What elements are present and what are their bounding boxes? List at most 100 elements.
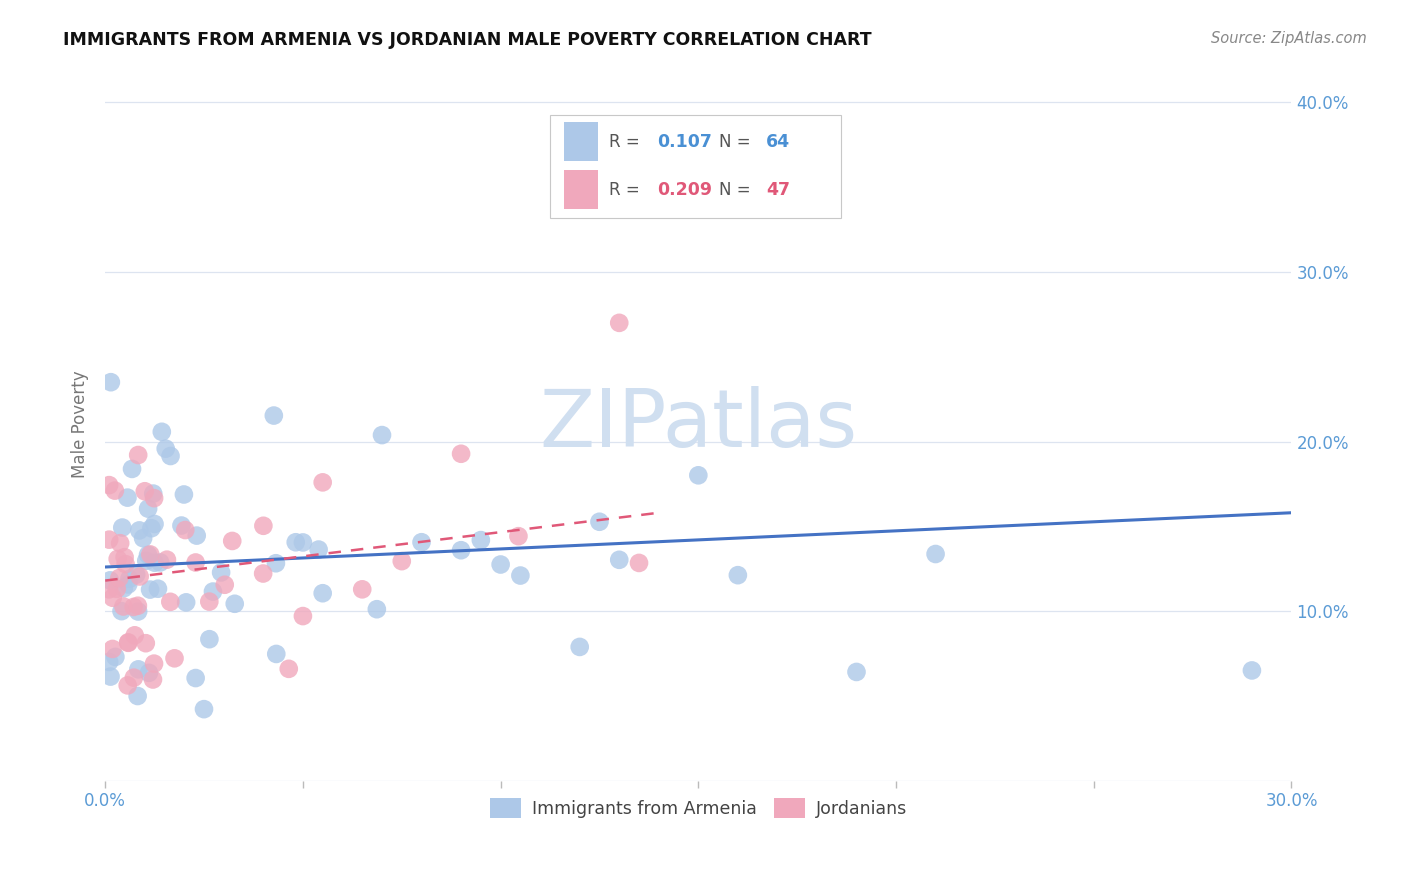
Point <box>127 689 149 703</box>
Point <box>143 657 166 671</box>
Point <box>264 556 287 570</box>
Point <box>312 475 335 490</box>
Point <box>143 491 166 505</box>
Point <box>104 649 127 664</box>
Bar <box>564 122 598 161</box>
Point <box>101 642 124 657</box>
Y-axis label: Male Poverty: Male Poverty <box>72 371 89 478</box>
Point <box>277 662 299 676</box>
Point <box>98 574 121 588</box>
Point <box>117 635 139 649</box>
Text: N =: N = <box>718 180 755 199</box>
Point <box>98 533 121 547</box>
Point <box>156 552 179 566</box>
Point <box>134 484 156 499</box>
Point <box>117 491 139 505</box>
Text: 0.107: 0.107 <box>657 133 711 151</box>
Point <box>627 556 650 570</box>
Point <box>308 542 330 557</box>
Point <box>100 669 122 683</box>
Point <box>98 478 121 492</box>
Point <box>411 535 433 549</box>
Point <box>111 520 134 534</box>
Point <box>122 599 145 614</box>
Text: Source: ZipAtlas.com: Source: ZipAtlas.com <box>1211 31 1367 46</box>
Point <box>450 447 472 461</box>
Point <box>143 516 166 531</box>
Point <box>128 524 150 538</box>
Point <box>117 636 139 650</box>
Point <box>291 535 314 549</box>
Point <box>174 523 197 537</box>
Point <box>450 543 472 558</box>
Point <box>221 533 243 548</box>
Point <box>150 425 173 439</box>
Bar <box>564 170 598 209</box>
Point <box>127 448 149 462</box>
Point <box>108 571 131 585</box>
Point <box>122 671 145 685</box>
Point <box>101 591 124 605</box>
Text: ZIPatlas: ZIPatlas <box>540 385 858 464</box>
Point <box>107 552 129 566</box>
Text: 64: 64 <box>766 133 790 151</box>
Point <box>214 578 236 592</box>
Point <box>117 678 139 692</box>
Point <box>159 595 181 609</box>
Point <box>186 528 208 542</box>
Point <box>184 556 207 570</box>
Point <box>312 586 335 600</box>
Point <box>100 375 122 389</box>
Point <box>128 569 150 583</box>
Point <box>141 521 163 535</box>
Point <box>173 487 195 501</box>
Point <box>252 518 274 533</box>
Point <box>104 483 127 498</box>
Legend: Immigrants from Armenia, Jordanians: Immigrants from Armenia, Jordanians <box>484 791 914 825</box>
Point <box>117 577 139 591</box>
Point <box>125 567 148 582</box>
Point <box>201 584 224 599</box>
Point <box>127 662 149 676</box>
Point <box>118 572 141 586</box>
Point <box>489 558 512 572</box>
Point <box>98 582 121 597</box>
Point <box>136 501 159 516</box>
Point <box>98 655 121 669</box>
Point <box>127 599 149 613</box>
Point <box>607 553 630 567</box>
Point <box>509 568 531 582</box>
Point <box>264 647 287 661</box>
Point <box>112 581 135 595</box>
Point <box>568 640 591 654</box>
Point <box>284 535 307 549</box>
Point <box>132 531 155 545</box>
Point <box>112 599 135 614</box>
Point <box>124 628 146 642</box>
Point <box>470 533 492 547</box>
Point <box>163 651 186 665</box>
Point <box>135 554 157 568</box>
Point <box>114 550 136 565</box>
Point <box>607 316 630 330</box>
Point <box>114 557 136 571</box>
Point <box>105 582 128 596</box>
FancyBboxPatch shape <box>550 115 841 218</box>
Text: 47: 47 <box>766 180 790 199</box>
Text: IMMIGRANTS FROM ARMENIA VS JORDANIAN MALE POVERTY CORRELATION CHART: IMMIGRANTS FROM ARMENIA VS JORDANIAN MAL… <box>63 31 872 49</box>
Point <box>184 671 207 685</box>
Point <box>139 548 162 562</box>
Point <box>136 548 159 562</box>
Point <box>149 556 172 570</box>
Point <box>508 529 530 543</box>
Point <box>198 632 221 647</box>
Point <box>1240 664 1263 678</box>
Point <box>263 409 285 423</box>
Point <box>352 582 374 597</box>
Point <box>159 449 181 463</box>
Point <box>845 665 868 679</box>
Point <box>139 582 162 597</box>
Point <box>110 604 132 618</box>
Point <box>143 556 166 570</box>
Point <box>291 609 314 624</box>
